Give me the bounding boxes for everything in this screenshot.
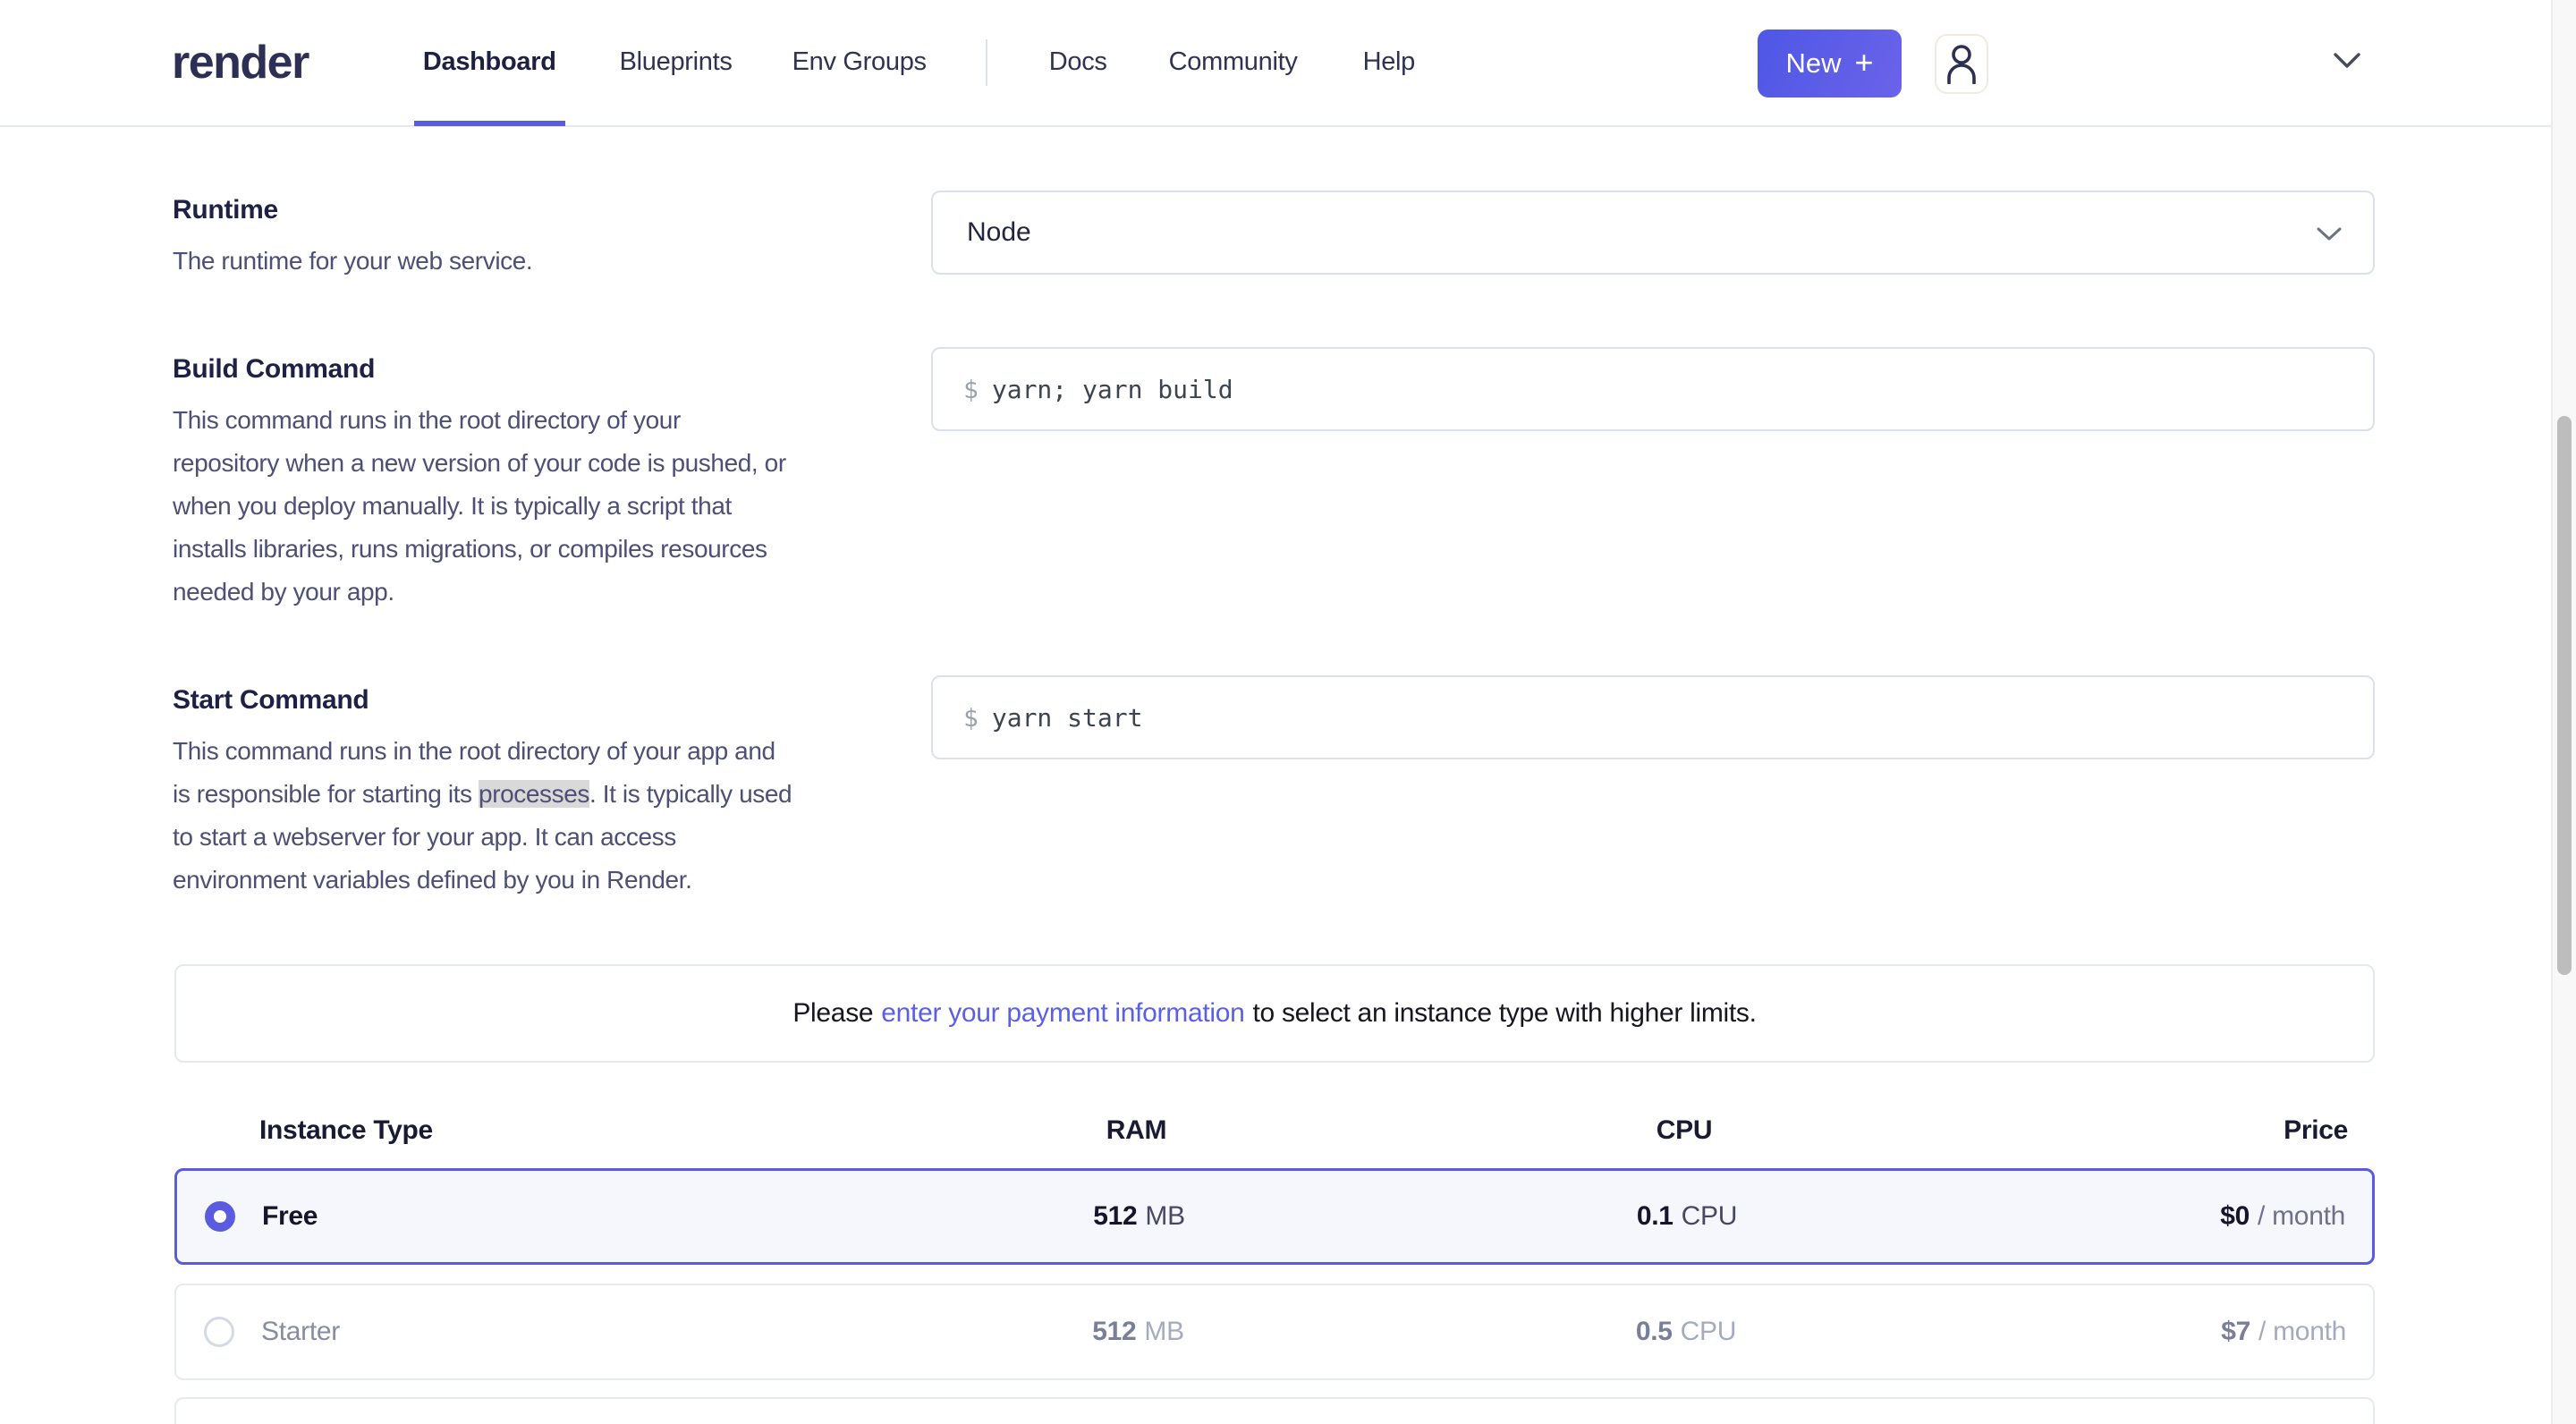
radio-cell <box>177 1201 262 1232</box>
instance-row-free[interactable]: Free 512 MB 0.1 CPU $0/ month <box>174 1168 2375 1265</box>
runtime-select-value: Node <box>967 217 1031 247</box>
brand-logo[interactable]: render <box>172 37 309 89</box>
banner-text-post: to select an instance type with higher l… <box>1252 998 1757 1028</box>
header-ram: RAM <box>1106 1115 1167 1145</box>
runtime-description: The runtime for your web service. <box>173 247 533 275</box>
build-command-value: yarn; yarn build <box>991 374 1233 404</box>
start-command-label-block: Start Command This command runs in the r… <box>173 685 931 902</box>
build-command-description-line: when you deploy manually. It is typicall… <box>173 492 732 520</box>
start-command-label: Start Command <box>173 685 369 715</box>
instance-cpu: 0.5 CPU <box>1635 1317 1737 1346</box>
new-button[interactable]: New + <box>1758 30 1902 97</box>
radio-selected-icon[interactable] <box>204 1201 235 1232</box>
nav-tab-env-groups[interactable]: Env Groups <box>792 47 927 76</box>
new-button-label: New <box>1785 47 1842 79</box>
chevron-down-icon <box>2316 226 2343 247</box>
primary-nav: Dashboard Blueprints Env Groups Docs Com… <box>413 0 1416 126</box>
instance-price: $0/ month <box>2220 1201 2345 1231</box>
shell-prompt: $ <box>963 374 979 404</box>
build-command-label: Build Command <box>173 354 376 384</box>
nav-link-docs[interactable]: Docs <box>1048 47 1107 76</box>
selected-text: processes <box>479 780 590 808</box>
page-scrollbar-thumb[interactable] <box>2557 416 2572 975</box>
instance-ram: 512 MB <box>1092 1317 1184 1346</box>
build-command-description-line: needed by your app. <box>173 578 394 606</box>
account-menu-chevron-down-icon[interactable] <box>2333 52 2361 74</box>
instance-row-starter[interactable]: Starter 512 MB 0.5 CPU $7/ month <box>174 1284 2375 1380</box>
build-command-description-line: installs libraries, runs migrations, or … <box>173 535 767 563</box>
payment-info-banner: Please enter your payment information to… <box>174 964 2375 1063</box>
nav-tab-dashboard[interactable]: Dashboard <box>413 0 565 126</box>
nav-divider <box>985 39 987 86</box>
build-command-description-line: This command runs in the root directory … <box>173 406 681 434</box>
shell-prompt: $ <box>963 702 979 733</box>
instance-ram: 512 MB <box>1093 1201 1185 1231</box>
radio-unselected-icon[interactable] <box>203 1317 234 1347</box>
build-command-label-block: Build Command This command runs in the r… <box>173 354 931 614</box>
build-command-description-line: repository when a new version of your co… <box>173 449 786 477</box>
nav-link-community[interactable]: Community <box>1168 47 1298 76</box>
start-command-description-line: This command runs in the root directory … <box>173 737 775 765</box>
start-command-description-line: environment variables defined by you in … <box>173 866 692 894</box>
instance-price: $7/ month <box>2221 1317 2346 1346</box>
radio-cell <box>176 1317 261 1347</box>
plus-icon: + <box>1854 43 1874 81</box>
header-price: Price <box>2284 1115 2348 1145</box>
runtime-field-label-block: Runtime The runtime for your web service… <box>173 195 931 283</box>
nav-tab-blueprints[interactable]: Blueprints <box>619 47 733 76</box>
user-icon <box>1947 44 1976 84</box>
nav-link-help[interactable]: Help <box>1362 47 1416 76</box>
banner-text-pre: Please <box>792 998 874 1028</box>
payment-information-link[interactable]: enter your payment information <box>881 998 1245 1028</box>
page-scrollbar-track[interactable] <box>2551 0 2576 1424</box>
instance-cpu: 0.1 CPU <box>1636 1201 1738 1231</box>
runtime-select[interactable]: Node <box>931 191 2375 275</box>
runtime-label: Runtime <box>173 195 278 225</box>
instance-row-partial[interactable] <box>174 1397 2375 1424</box>
start-command-description-line: to start a webserver for your app. It ca… <box>173 823 676 851</box>
header-instance-type: Instance Type <box>259 1115 433 1145</box>
start-command-input[interactable]: $ yarn start <box>931 675 2375 759</box>
start-command-description-line: is responsible for starting its processe… <box>173 780 792 808</box>
user-avatar-button[interactable] <box>1935 34 1988 94</box>
build-command-input[interactable]: $ yarn; yarn build <box>931 347 2375 431</box>
instance-name: Starter <box>261 1317 340 1346</box>
instance-name: Free <box>262 1201 318 1231</box>
top-navbar: render Dashboard Blueprints Env Groups D… <box>0 0 2576 127</box>
start-command-value: yarn start <box>991 702 1143 733</box>
header-cpu: CPU <box>1656 1115 1713 1145</box>
instance-table-header: Instance Type RAM CPU Price <box>174 1109 2375 1152</box>
